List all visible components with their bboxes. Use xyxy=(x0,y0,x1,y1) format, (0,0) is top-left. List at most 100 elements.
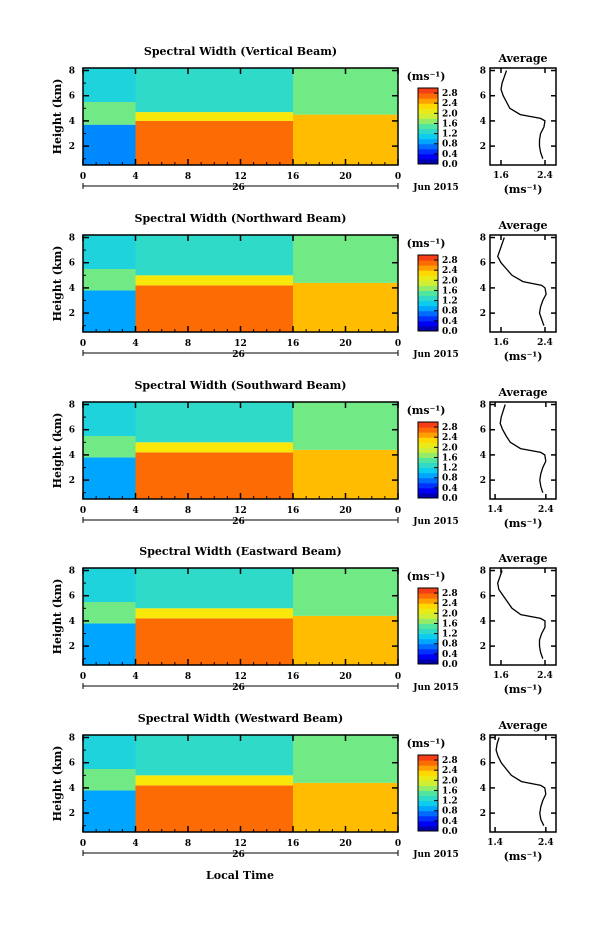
colorbar-segment xyxy=(418,770,438,776)
colorbar-segment xyxy=(418,810,438,817)
average-x-axis-label: (ms⁻¹) xyxy=(504,683,543,696)
colorbar-unit-label: (ms⁻¹) xyxy=(407,70,446,83)
average-title: Average xyxy=(497,552,547,565)
x-axis-label-local-time: Local Time xyxy=(206,869,274,882)
colorbar-unit-label: (ms⁻¹) xyxy=(407,404,446,417)
heatmap-cell xyxy=(135,568,293,609)
average-title: Average xyxy=(497,52,547,65)
colorbar-segment xyxy=(418,93,438,99)
heatmap-cell xyxy=(293,449,398,499)
average-frame xyxy=(489,234,557,333)
colorbar-tick-label: 2.4 xyxy=(442,433,458,443)
heatmap-cell xyxy=(293,402,398,450)
day-label: 26 xyxy=(232,683,245,693)
colorbar-tick-label: 0.8 xyxy=(442,140,458,150)
colorbar-segment xyxy=(418,588,438,594)
heatmap-cell xyxy=(83,436,136,458)
y-tick-label: 4 xyxy=(69,451,75,461)
x-tick-label: 8 xyxy=(185,672,191,682)
average-profile-line xyxy=(497,570,546,659)
x-tick-label: 8 xyxy=(185,172,191,182)
colorbar-tick-label: 0.4 xyxy=(442,650,458,660)
average-profile-line xyxy=(500,70,546,159)
heatmap-cell xyxy=(135,608,293,619)
colorbar-segment xyxy=(418,790,438,797)
x-tick-label: 12 xyxy=(234,506,247,516)
y-tick-label: 4 xyxy=(69,617,75,627)
colorbar-tick-label: 0.8 xyxy=(442,307,458,317)
colorbar-segment xyxy=(418,88,438,94)
y-tick-label: 8 xyxy=(69,567,75,577)
colorbar-segment xyxy=(418,785,438,791)
colorbar-tick-label: 0.4 xyxy=(442,150,458,160)
colorbar-segment xyxy=(418,613,438,619)
colorbar-segment xyxy=(418,815,438,822)
colorbar-segment xyxy=(418,487,438,494)
heatmap-cell xyxy=(83,457,136,499)
x-tick-label: 16 xyxy=(287,172,300,182)
y-axis-label: Height (km) xyxy=(51,579,64,655)
colorbar-tick-label: 1.6 xyxy=(442,619,458,629)
average-x-axis-label: (ms⁻¹) xyxy=(504,850,543,863)
average-x-tick-label: 1.6 xyxy=(493,671,509,681)
colorbar-segment xyxy=(418,128,438,135)
average-y-tick-label: 6 xyxy=(480,592,486,602)
colorbar-tick-label: 1.6 xyxy=(442,119,458,129)
colorbar-segment xyxy=(418,780,438,786)
colorbar-segment xyxy=(418,422,438,428)
heatmap-cell xyxy=(135,735,293,776)
colorbar-tick-label: 2.8 xyxy=(442,756,458,766)
average-x-tick-label: 2.4 xyxy=(538,838,554,848)
y-tick-label: 8 xyxy=(69,67,75,77)
heatmap-cell xyxy=(293,568,398,616)
colorbar-tick-label: 1.6 xyxy=(442,786,458,796)
average-x-tick-label: 2.4 xyxy=(538,505,554,515)
average-y-tick-label: 4 xyxy=(480,117,486,127)
x-tick-label: 4 xyxy=(132,839,138,849)
y-tick-label: 8 xyxy=(69,234,75,244)
colorbar-segment xyxy=(418,315,438,322)
average-frame xyxy=(489,401,557,500)
colorbar-tick-label: 0.0 xyxy=(442,660,458,670)
colorbar-unit-label: (ms⁻¹) xyxy=(407,570,446,583)
colorbar-segment xyxy=(418,623,438,630)
average-y-tick-label: 8 xyxy=(480,234,486,244)
colorbar-segment xyxy=(418,477,438,484)
colorbar-tick-label: 1.2 xyxy=(442,797,458,807)
heatmap-cell xyxy=(83,402,136,437)
colorbar-segment xyxy=(418,765,438,771)
x-tick-label: 0 xyxy=(395,672,401,682)
y-tick-label: 8 xyxy=(69,401,75,411)
colorbar-segment xyxy=(418,305,438,312)
colorbar-tick-label: 0.4 xyxy=(442,484,458,494)
y-axis-label: Height (km) xyxy=(51,413,64,489)
day-label: 26 xyxy=(232,183,245,193)
colorbar-tick-label: 0.8 xyxy=(442,474,458,484)
heatmap-cell xyxy=(293,782,398,832)
colorbar-tick-label: 2.0 xyxy=(442,609,458,619)
colorbar-segment xyxy=(418,643,438,650)
average-y-tick-label: 2 xyxy=(480,142,486,152)
colorbar-segment xyxy=(418,805,438,812)
average-title: Average xyxy=(497,386,547,399)
colorbar-segment xyxy=(418,320,438,327)
colorbar-segment xyxy=(418,820,438,827)
y-tick-label: 2 xyxy=(69,142,75,152)
colorbar-segment xyxy=(418,255,438,261)
average-frame xyxy=(489,734,557,833)
colorbar-tick-label: 1.2 xyxy=(442,630,458,640)
colorbar-segment xyxy=(418,310,438,317)
x-tick-label: 0 xyxy=(395,839,401,849)
colorbar-segment xyxy=(418,492,438,499)
average-x-tick-label: 1.6 xyxy=(493,338,509,348)
x-tick-label: 4 xyxy=(132,506,138,516)
colorbar-frame xyxy=(417,754,439,832)
colorbar-segment xyxy=(418,285,438,291)
average-y-tick-label: 8 xyxy=(480,67,486,77)
colorbar-segment xyxy=(418,633,438,640)
y-tick-label: 2 xyxy=(69,309,75,319)
x-tick-label: 20 xyxy=(339,506,352,516)
heatmap-cell xyxy=(83,769,136,791)
panel-title: Spectral Width (Westward Beam) xyxy=(138,712,343,725)
colorbar-tick-label: 1.2 xyxy=(442,297,458,307)
